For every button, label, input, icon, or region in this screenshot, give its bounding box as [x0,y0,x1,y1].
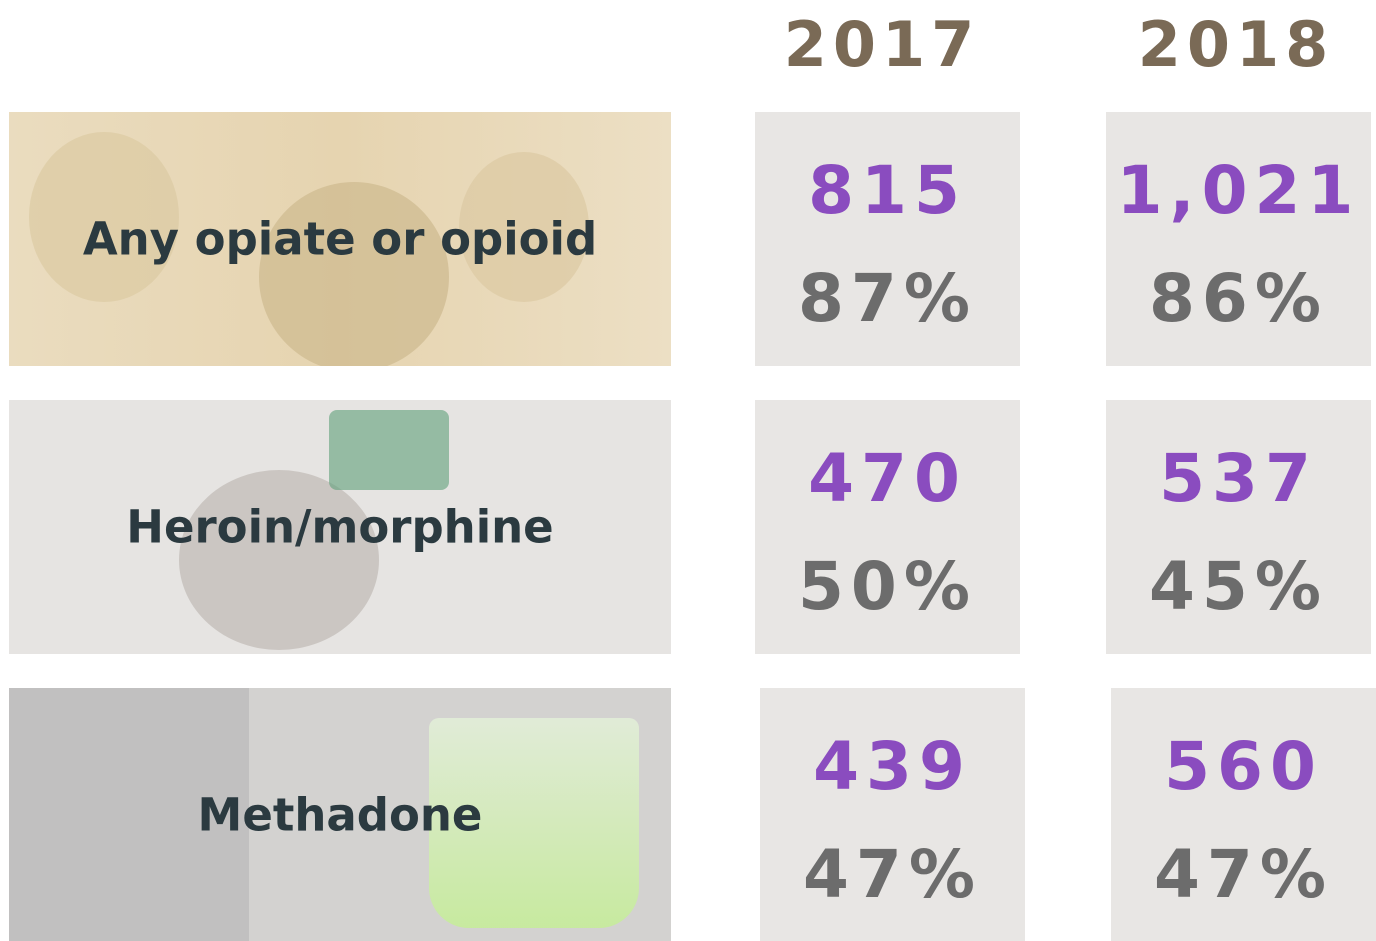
count: 439 [813,728,972,805]
row-label: Any opiate or opioid [82,212,598,266]
percent: 47% [1154,836,1333,913]
value-cell: 537 45% [1106,400,1371,654]
value-cell: 470 50% [755,400,1020,654]
value-cell: 439 47% [760,688,1025,941]
percent: 50% [798,548,977,625]
count: 470 [808,440,967,517]
row-label: Heroin/morphine [126,500,554,554]
value-cell: 1,021 86% [1106,112,1371,366]
year-header: 2018 [1137,8,1335,81]
count: 1,021 [1116,152,1361,229]
year-header: 2017 [783,8,981,81]
percent: 87% [798,260,977,337]
row-label-box: Any opiate or opioid [9,112,671,366]
value-cell: 815 87% [755,112,1020,366]
percent: 45% [1149,548,1328,625]
value-cell: 560 47% [1111,688,1376,941]
count: 815 [808,152,967,229]
row-label-box: Methadone [9,688,671,941]
count: 560 [1164,728,1323,805]
row-label: Methadone [197,788,483,841]
row-label-box: Heroin/morphine [9,400,671,654]
percent: 86% [1149,260,1328,337]
count: 537 [1159,440,1318,517]
percent: 47% [803,836,982,913]
